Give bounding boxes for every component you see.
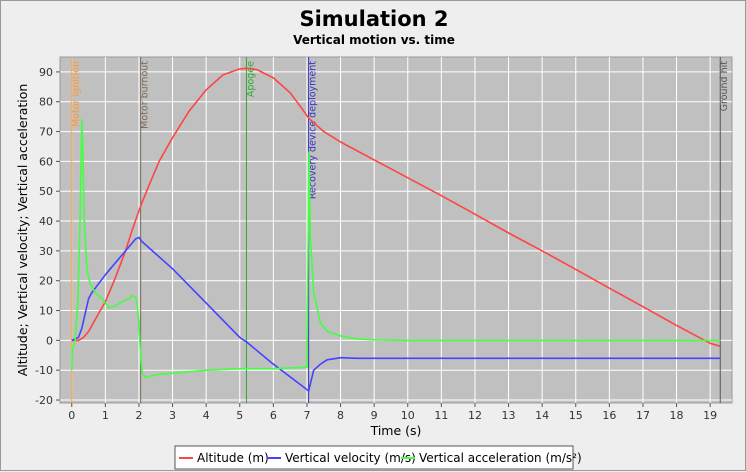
x-tick-label: 12: [468, 409, 482, 422]
y-tick-label: 50: [39, 185, 53, 198]
x-tick-label: 1: [102, 409, 109, 422]
series-line-3: [71, 118, 721, 379]
y-tick-label: 70: [39, 126, 53, 139]
legend-label: Vertical velocity (m/s): [285, 451, 416, 465]
chart-subtitle: Vertical motion vs. time: [293, 33, 455, 47]
plot-area: [59, 56, 733, 404]
x-tick-label: 4: [203, 409, 210, 422]
event-label: Motor ignition: [71, 61, 82, 127]
x-tick-label: 17: [636, 409, 650, 422]
series-lines: [71, 67, 721, 392]
x-tick-label: 13: [502, 409, 516, 422]
x-tick-label: 14: [535, 409, 549, 422]
x-tick-label: 11: [434, 409, 448, 422]
series-line-2: [71, 236, 721, 392]
x-tick-label: 7: [303, 409, 310, 422]
x-tick-label: 8: [337, 409, 344, 422]
y-tick-label: 10: [39, 305, 53, 318]
event-label: Apogee: [245, 61, 256, 97]
y-axis-label: Altitude; Vertical velocity; Vertical ac…: [15, 84, 30, 377]
x-axis-label: Time (s): [370, 423, 422, 438]
y-tick-label: 60: [39, 155, 53, 168]
y-tick-label: -10: [35, 364, 53, 377]
y-tick-label: -20: [35, 394, 53, 407]
y-axis: -20 -10 0 10 20 30 40 50 60 70 80 90: [35, 66, 60, 407]
y-tick-label: 90: [39, 66, 53, 79]
x-tick-label: 5: [236, 409, 243, 422]
x-tick-label: 18: [670, 409, 684, 422]
x-tick-label: 15: [569, 409, 583, 422]
event-label: Ground hit: [719, 61, 730, 112]
y-tick-label: 0: [46, 334, 53, 347]
chart-title: Simulation 2: [299, 7, 448, 31]
y-tick-label: 80: [39, 96, 53, 109]
legend-items: Altitude (m) Vertical velocity (m/s) Verti…: [179, 451, 582, 465]
x-tick-label: 16: [602, 409, 616, 422]
x-axis: 0 1 2 3 4 5 6 7 8 9 10 11 12 13 14 15 16 17 18 19: [68, 403, 717, 422]
x-tick-label: 9: [371, 409, 378, 422]
y-tick-label: 30: [39, 245, 53, 258]
y-tick-label: 40: [39, 215, 53, 228]
x-tick-label: 10: [401, 409, 415, 422]
legend-label: Altitude (m): [197, 451, 269, 465]
legend-label: Vertical acceleration (m/s²): [419, 451, 582, 465]
y-tick-label: 20: [39, 275, 53, 288]
event-label: Motor burnout: [140, 61, 151, 129]
event-label: Recovery device deployment: [308, 61, 319, 199]
x-tick-label: 6: [270, 409, 277, 422]
x-tick-label: 19: [703, 409, 717, 422]
x-tick-label: 2: [135, 409, 142, 422]
x-tick-label: 0: [68, 409, 75, 422]
legend: [174, 445, 574, 470]
x-tick-label: 3: [169, 409, 176, 422]
series-line-1: [71, 67, 721, 348]
